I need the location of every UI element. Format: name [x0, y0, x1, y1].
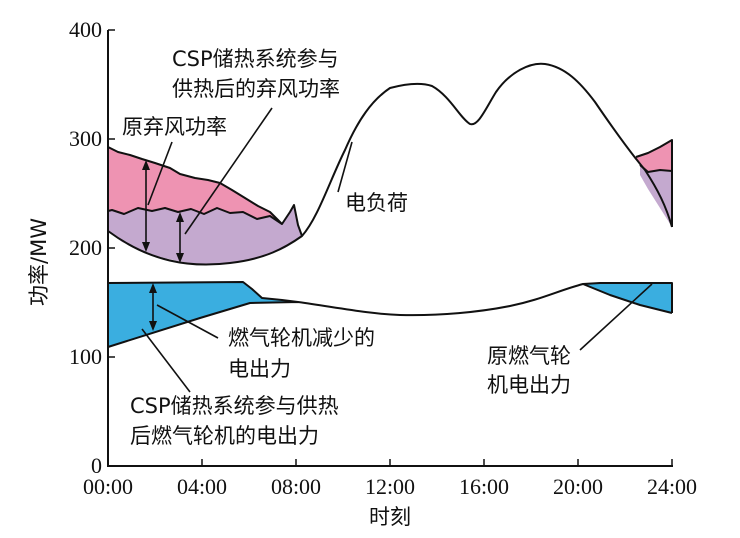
x-tick-label: 12:00 — [365, 474, 415, 499]
label-csp-gas-line2: 后燃气轮机的电出力 — [130, 424, 319, 448]
y-tick-label: 100 — [69, 344, 102, 369]
x-tick-label: 04:00 — [177, 474, 227, 499]
csp-curtailment-curve-evening — [639, 164, 673, 173]
annotation-leaders — [141, 107, 653, 393]
csp-curtailment-curve-morning — [107, 204, 303, 237]
y-tick-label: 300 — [69, 126, 102, 151]
label-csp-curtailment-line1: CSP储热系统参与 — [172, 47, 339, 71]
y-tick-label: 200 — [69, 235, 102, 260]
original-curtailment-curve-morning — [107, 146, 283, 225]
original-curtailment-curve-evening — [635, 139, 673, 227]
y-tick-label: 400 — [69, 17, 102, 42]
original-curtailment-fill-morning — [108, 147, 282, 224]
x-tick-label: 24:00 — [647, 474, 697, 499]
gas-reduction-fill-evening — [583, 283, 672, 313]
csp-gas-output-curve — [107, 283, 673, 348]
curves — [107, 62, 673, 348]
arrow-gas-reduction — [149, 283, 157, 331]
label-original-gas-line2: 机电出力 — [487, 373, 571, 397]
x-ticks: 00:00 04:00 08:00 12:00 16:00 20:00 24:00 — [83, 459, 697, 499]
x-tick-label: 08:00 — [271, 474, 321, 499]
x-tick-label: 16:00 — [459, 474, 509, 499]
x-tick-label: 00:00 — [83, 474, 133, 499]
label-gas-reduction-line1: 燃气轮机减少的 — [228, 326, 375, 350]
csp-curtailment-fill-morning — [108, 205, 302, 265]
x-axis-title: 时刻 — [369, 505, 411, 529]
y-tick-label: 0 — [91, 453, 102, 478]
y-axis-title: 功率/MW — [27, 218, 51, 306]
original-gas-output-curve — [107, 281, 673, 313]
leader-original-curtailment — [147, 141, 173, 206]
arrow-original-curtailment — [142, 160, 150, 252]
csp-curtailment-fill-evening — [640, 165, 672, 227]
leader-load — [337, 141, 353, 193]
label-original-gas-line1: 原燃气轮 — [487, 344, 571, 368]
original-curtailment-fill-evening — [636, 140, 672, 172]
fill-regions — [108, 140, 672, 347]
y-ticks: 0 100 200 300 400 — [69, 17, 115, 478]
leader-gas-reduction — [156, 304, 219, 339]
leader-original-gas — [579, 283, 653, 351]
label-csp-gas-line1: CSP储热系统参与供热 — [130, 394, 339, 418]
leader-csp-curtailment — [184, 107, 273, 235]
label-original-curtailment: 原弃风功率 — [122, 115, 227, 139]
load-curve — [107, 62, 673, 266]
axes: 0 100 200 300 400 00:00 04:00 08:00 12:00 16:00 2… — [69, 17, 697, 499]
arrow-csp-curtailment — [176, 212, 184, 263]
annotations: CSP储热系统参与 供热后的弃风功率 原弃风功率 电负荷 燃气轮机减少的 电出力… — [122, 47, 571, 448]
label-csp-curtailment-line2: 供热后的弃风功率 — [172, 77, 340, 101]
leader-csp-gas — [141, 328, 191, 393]
label-load: 电负荷 — [345, 191, 408, 215]
x-tick-label: 20:00 — [553, 474, 603, 499]
gas-reduction-fill-morning — [108, 282, 298, 347]
label-gas-reduction-line2: 电出力 — [228, 357, 291, 381]
